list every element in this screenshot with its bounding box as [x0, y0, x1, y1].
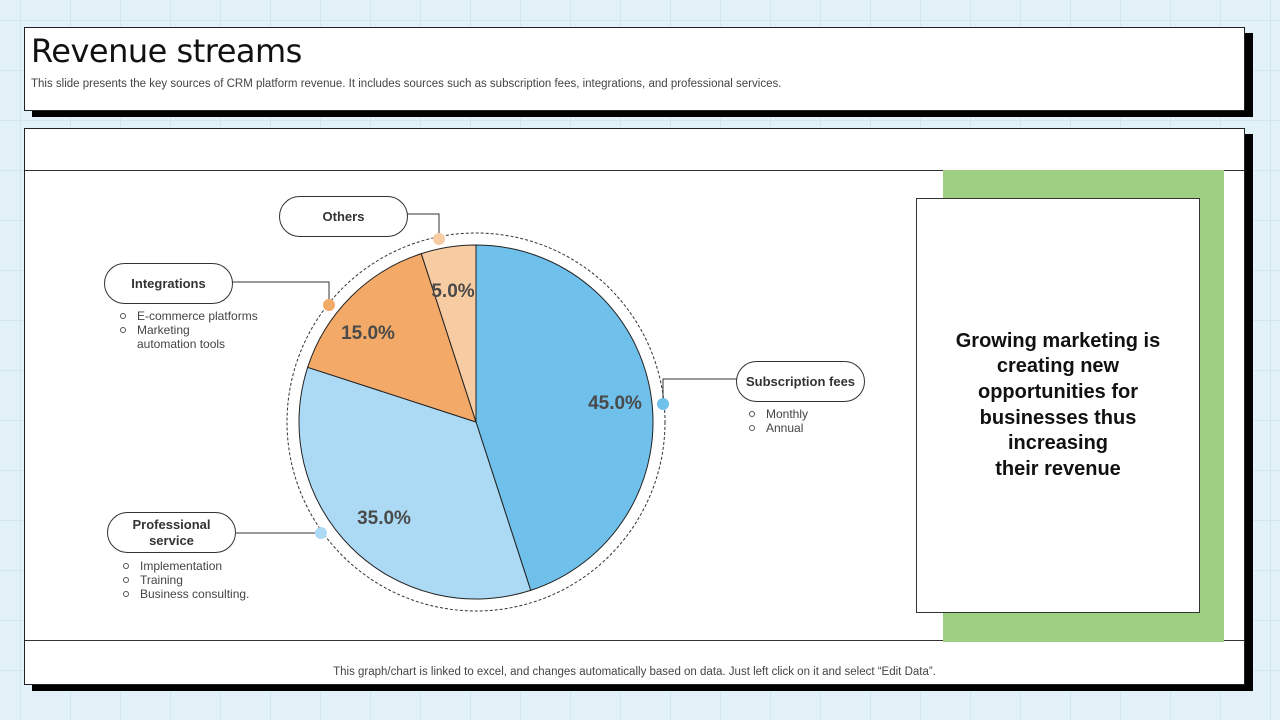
label-connectors: [232, 213, 737, 534]
list-item: Business consulting.: [120, 587, 290, 601]
pie-slice-integrations[interactable]: [307, 253, 477, 423]
connector-subscription-fees: [662, 378, 737, 404]
connector-dots: [315, 233, 669, 539]
dot-integrations: [323, 299, 335, 311]
slice-label-subscription-fees: 45.0%: [588, 393, 642, 414]
bottom-divider: [25, 640, 1244, 641]
integrations-sublist: E-commerce platforms Marketing automatio…: [117, 309, 287, 351]
dot-subscription-fees: [657, 398, 669, 410]
list-item: Implementation: [120, 559, 290, 573]
callout-text: Growing marketing is creating new opport…: [955, 329, 1161, 480]
legend-pill-subscription-fees: Subscription fees: [736, 361, 865, 402]
professional-service-sublist: Implementation Training Business consult…: [120, 559, 290, 601]
dot-professional-service: [315, 527, 327, 539]
content-panel: Growing marketing is creating new opport…: [24, 128, 1245, 685]
legend-pill-others: Others: [279, 196, 408, 237]
pie-slice-professional-service[interactable]: [298, 366, 532, 600]
pie-slice-subscription-fees[interactable]: [475, 244, 654, 591]
list-item: Marketing automation tools: [117, 323, 245, 351]
list-item: Training: [120, 573, 290, 587]
page-subtitle: This slide presents the key sources of C…: [31, 78, 782, 90]
slice-labels: 45.0% 35.0% 15.0% 5.0%: [341, 281, 642, 529]
pie-dashed-ring: [286, 232, 666, 612]
slice-label-others: 5.0%: [431, 281, 474, 302]
subscription-fees-sublist: Monthly Annual: [746, 407, 866, 435]
list-item: Monthly: [746, 407, 866, 421]
page-title: Revenue streams: [31, 32, 302, 70]
slice-label-professional-service: 35.0%: [357, 508, 411, 529]
connector-others: [407, 213, 440, 239]
slice-label-integrations: 15.0%: [341, 323, 395, 344]
pie-slice-others[interactable]: [420, 244, 477, 423]
list-item: E-commerce platforms: [117, 309, 287, 323]
dot-others: [433, 233, 445, 245]
pie-slices: [298, 244, 654, 600]
callout-box: Growing marketing is creating new opport…: [916, 198, 1200, 613]
connector-integrations: [232, 281, 330, 305]
legend-pill-integrations: Integrations: [104, 263, 233, 304]
list-item: Annual: [746, 421, 866, 435]
legend-pill-professional-service: Professional service: [107, 512, 236, 553]
chart-footnote: This graph/chart is linked to excel, and…: [333, 666, 936, 678]
top-divider: [25, 170, 1244, 171]
header-panel: Revenue streams This slide presents the …: [24, 27, 1245, 111]
